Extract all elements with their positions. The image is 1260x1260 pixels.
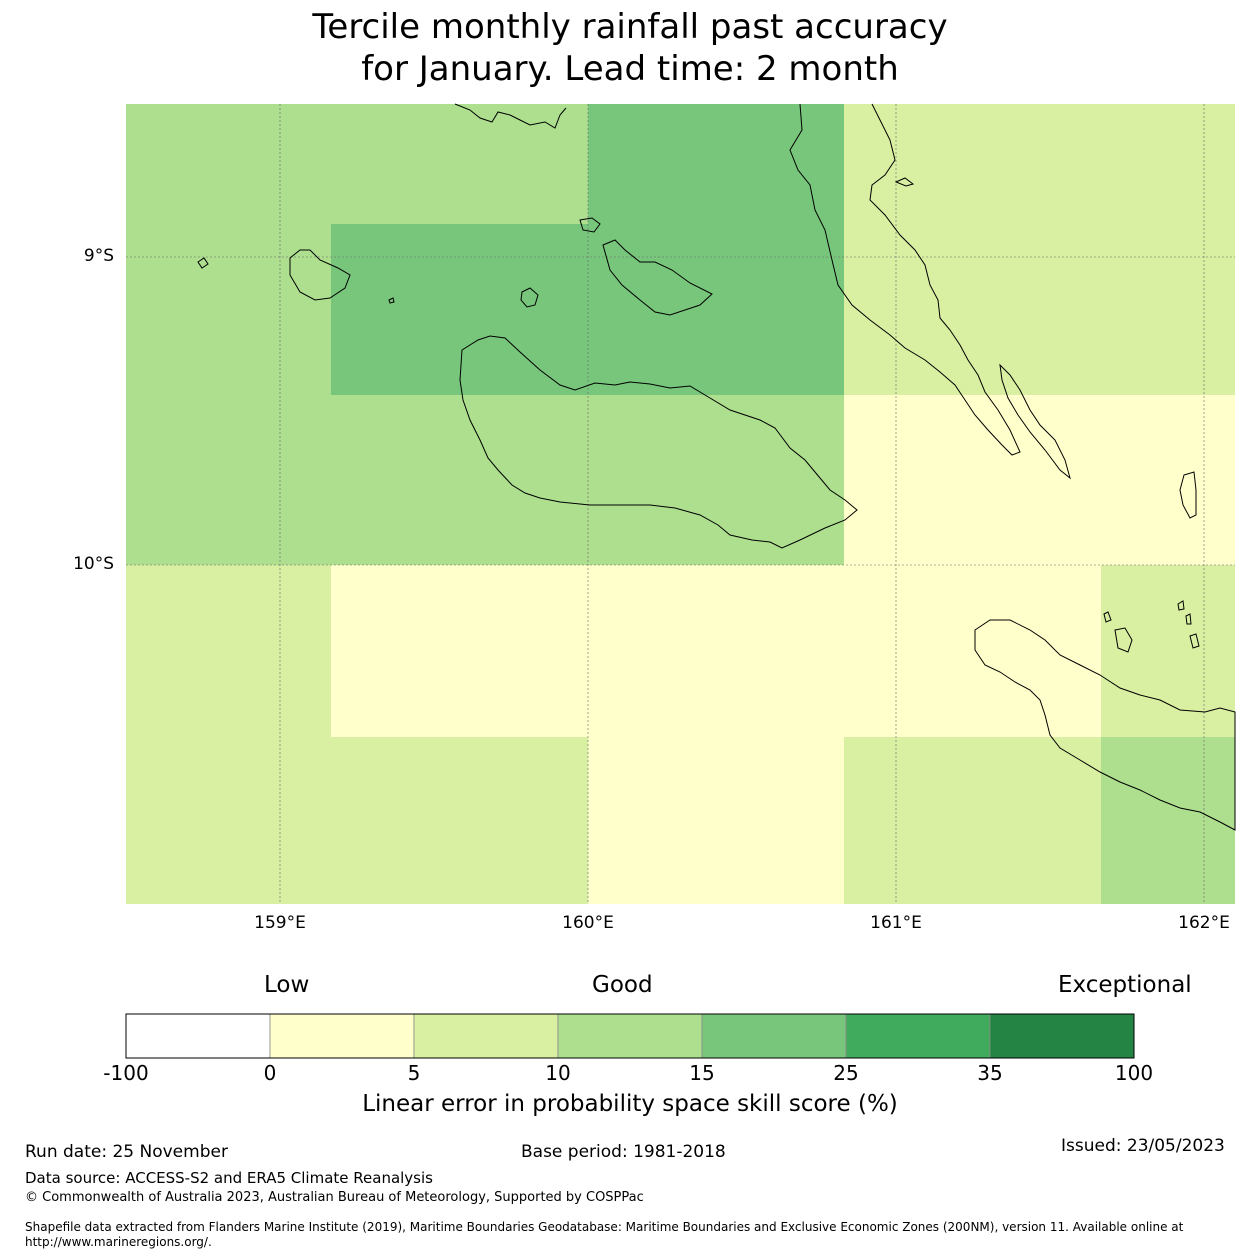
legend-category-low: Low	[264, 972, 310, 998]
small-islet-f	[1185, 613, 1192, 625]
colorbar-tick: 35	[977, 1061, 1003, 1085]
cell-north-west-top	[126, 104, 588, 224]
florida-islands-coast	[602, 239, 713, 316]
skill-grid	[126, 104, 1235, 904]
cell-centre	[331, 395, 844, 565]
small-islet-d	[1177, 600, 1185, 611]
small-islet-c	[894, 177, 915, 187]
small-islet-a	[197, 257, 209, 269]
guadalcanal-coast	[459, 335, 858, 549]
colorbar-tick: -100	[103, 1061, 149, 1085]
sikaiana-coast	[1179, 471, 1197, 519]
data-source: Data source: ACCESS-S2 and ERA5 Climate …	[25, 1169, 433, 1187]
colorbar-tick: 25	[833, 1061, 859, 1085]
colorbar-tick: 15	[689, 1061, 715, 1085]
run-date: Run date: 25 November	[25, 1142, 228, 1162]
lat-label-10s: 10°S	[73, 554, 114, 574]
legend-category-good: Good	[592, 972, 653, 998]
ulawa-coast	[1114, 627, 1133, 653]
small-islet-e	[1103, 611, 1112, 623]
malaita-coast	[789, 103, 1021, 456]
small-islet-b	[388, 297, 395, 304]
colorbar-tick: 5	[407, 1061, 421, 1085]
shortland-coast	[454, 103, 567, 129]
lon-label-159e: 159°E	[254, 913, 306, 933]
gridlines	[126, 104, 1235, 904]
copyright: © Commonwealth of Australia 2023, Austra…	[25, 1190, 644, 1205]
cell-south-east-upper	[1101, 565, 1235, 737]
cell-east-centre	[844, 395, 1235, 565]
colorbar-title: Linear error in probability space skill …	[362, 1091, 898, 1117]
nggela-small-coast	[579, 217, 601, 233]
lon-label-161e: 161°E	[870, 913, 922, 933]
cell-south-east-mid	[844, 737, 1101, 904]
shapefile-credit: Shapefile data extracted from Flanders M…	[25, 1220, 1184, 1249]
savo-island-coast	[520, 287, 539, 308]
colorbar-tick: 0	[263, 1061, 277, 1085]
lon-label-160e: 160°E	[562, 913, 614, 933]
cell-north-centre	[588, 104, 844, 395]
cell-south-west-edge	[126, 565, 331, 904]
cell-west-middle	[126, 224, 331, 565]
cell-west-centre	[331, 224, 588, 395]
cell-south-middle	[331, 565, 1101, 737]
colorbar-tick: 100	[1114, 1061, 1154, 1085]
lat-label-9s: 9°S	[83, 246, 114, 266]
cell-north-east	[844, 104, 1235, 395]
title-line-1: Tercile monthly rainfall past accuracy	[312, 7, 948, 47]
lon-label-162e: 162°E	[1178, 913, 1230, 933]
cell-south-east	[1101, 737, 1235, 904]
small-islet-g	[1189, 633, 1200, 649]
maramasike-coast	[999, 363, 1071, 480]
chart-title: Tercile monthly rainfall past accuracy f…	[0, 6, 1260, 90]
issued-date: Issued: 23/05/2023	[1061, 1136, 1225, 1156]
cell-south-centre	[588, 737, 844, 904]
legend-category-exceptional: Exceptional	[1058, 972, 1192, 998]
title-line-2: for January. Lead time: 2 month	[361, 49, 899, 89]
cell-south-west	[331, 737, 588, 904]
coastlines	[197, 103, 1236, 831]
base-period: Base period: 1981-2018	[521, 1142, 726, 1162]
colorbar-tick: 10	[545, 1061, 571, 1085]
russell-islands-coast	[289, 249, 351, 301]
makira-coast	[974, 619, 1236, 831]
